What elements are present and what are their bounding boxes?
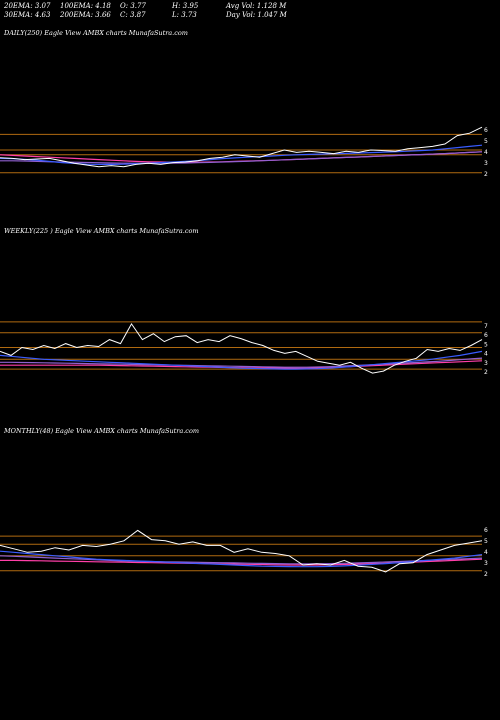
ema-line-blue [0, 550, 483, 568]
daily-panel-title: DAILY(250) Eagle View AMBX charts Munafa… [4, 29, 188, 37]
open-label: O: 3.77 [120, 2, 146, 10]
daily-chart: 6 5 4 3 2 [0, 126, 488, 178]
y-tick-label: 2 [484, 571, 488, 578]
day-vol-label: Day Vol: 1.047 M [226, 11, 287, 19]
header-row-2: 30EMA: 4.63 200EMA: 3.66 C: 3.87 L: 3.73 Day… [4, 11, 287, 19]
weekly-chart: 7 6 5 4 3 2 [0, 321, 488, 376]
y-tick-label: 3 [484, 360, 488, 367]
y-tick-label: 3 [484, 160, 488, 167]
y-tick-label: 4 [484, 149, 488, 156]
y-tick-label: 4 [484, 549, 488, 556]
monthly-panel-title: MONTHLY(48) Eagle View AMBX charts Munaf… [4, 427, 200, 435]
y-tick-label: 2 [484, 171, 488, 178]
ema200-label: 200EMA: 3.66 [60, 11, 111, 19]
ema-line-purple [0, 151, 483, 164]
ema-line-purple [0, 357, 483, 368]
y-tick-label: 3 [484, 560, 488, 567]
y-tick-label: 6 [484, 527, 488, 534]
weekly-panel-title: WEEKLY(225 ) Eagle View AMBX charts Muna… [4, 227, 199, 235]
price-line [0, 529, 483, 573]
y-tick-label: 2 [484, 369, 488, 376]
ema-line-purple [0, 555, 483, 565]
y-tick-label: 5 [484, 538, 488, 545]
ema100-label: 100EMA: 4.18 [60, 2, 111, 10]
ema30-label: 30EMA: 4.63 [4, 11, 51, 19]
y-tick-label: 6 [484, 127, 488, 134]
y-tick-label: 5 [484, 138, 488, 145]
low-label: L: 3.73 [172, 11, 197, 19]
y-tick-label: 4 [484, 351, 488, 358]
y-tick-label: 5 [484, 341, 488, 348]
y-tick-label: 7 [484, 323, 488, 330]
avg-vol-label: Avg Vol: 1.128 M [226, 2, 287, 10]
price-line [0, 126, 483, 168]
monthly-chart: 6 5 4 3 2 [0, 527, 488, 578]
price-line [0, 322, 483, 374]
header-row-1: 20EMA: 3.07 100EMA: 4.18 O: 3.77 H: 3.95 Avg… [4, 2, 286, 10]
close-label: C: 3.87 [120, 11, 146, 19]
y-tick-label: 6 [484, 332, 488, 339]
high-label: H: 3.95 [172, 2, 199, 10]
ema20-label: 20EMA: 3.07 [4, 2, 51, 10]
